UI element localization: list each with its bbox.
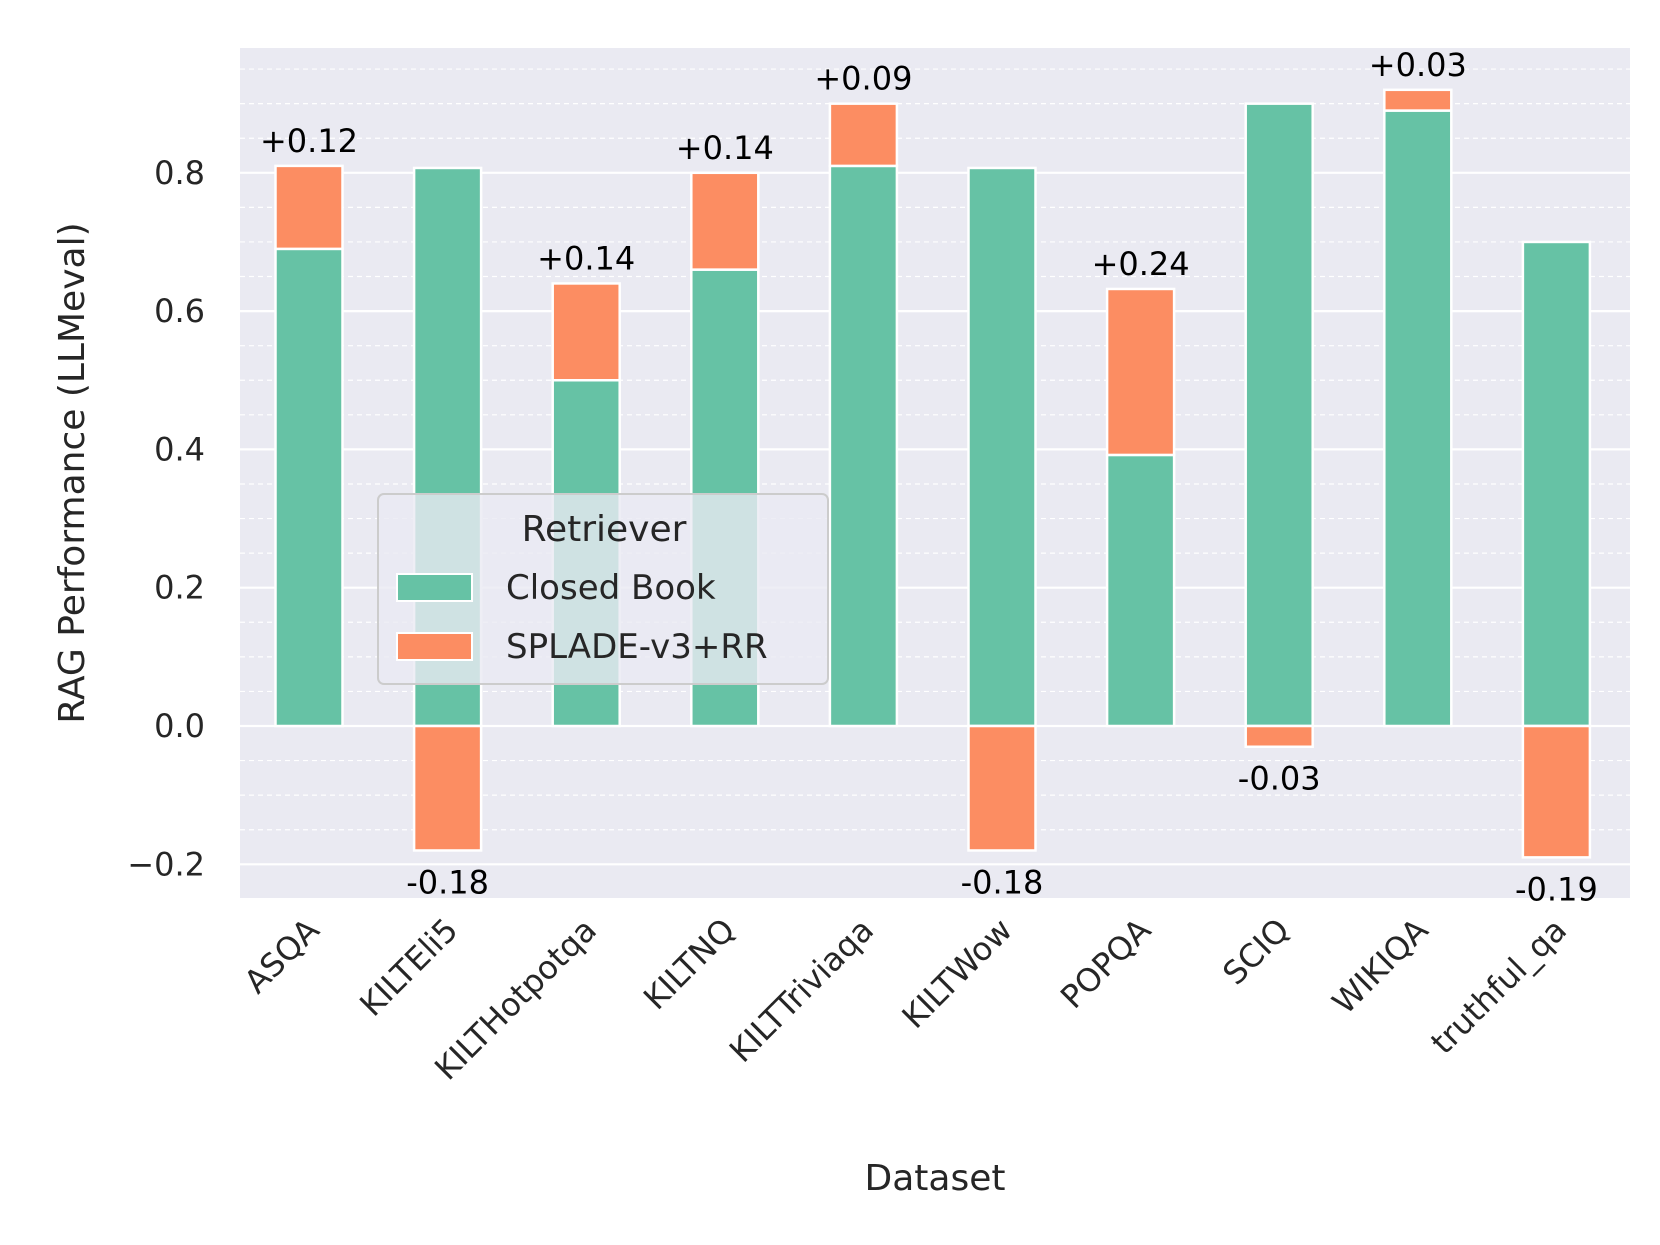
bar-closed-book — [1383, 109, 1453, 728]
data-label: +0.24 — [1092, 245, 1190, 283]
y-tick-label: 0.8 — [154, 154, 205, 192]
x-tick-label: KILTWow — [895, 911, 1020, 1036]
data-label: -0.18 — [406, 863, 489, 901]
legend-title: Retriever — [522, 509, 687, 550]
bar-splade-v3-rr — [690, 171, 760, 271]
y-tick-labels: −0.2 0.0 0.2 0.4 0.6 0.8 — [127, 154, 205, 883]
x-tick-label: KILTTriviaqa — [722, 911, 881, 1070]
legend-box — [377, 493, 829, 685]
legend-swatch-closed-book — [396, 573, 473, 602]
bar-splade-v3-rr — [967, 724, 1037, 852]
x-tick-label: ASQA — [237, 911, 327, 1001]
data-label: +0.03 — [1369, 46, 1467, 84]
y-tick-label: 0.4 — [154, 430, 205, 468]
x-tick-label: truthful_qa — [1423, 911, 1574, 1062]
data-labels: +0.12 -0.18 +0.14 +0.14 +0.09 -0.18 +0.24 -0.03… — [260, 46, 1598, 909]
bar-splade-v3-rr — [1521, 724, 1592, 859]
y-tick-label: 0.6 — [154, 292, 205, 330]
x-axis-label: Dataset — [865, 1158, 1006, 1199]
x-tick-label: WIKIQA — [1325, 911, 1436, 1022]
bar-splade-v3-rr — [274, 164, 344, 251]
data-label: +0.14 — [537, 239, 635, 277]
data-label: -0.19 — [1515, 870, 1598, 908]
bar-splade-v3-rr — [1244, 724, 1314, 748]
x-tick-label: KILTEli5 — [352, 911, 465, 1024]
data-label: +0.14 — [676, 129, 774, 167]
y-tick-label: 0.0 — [154, 707, 205, 745]
bar-closed-book — [1105, 453, 1176, 728]
legend: Retriever Closed Book SPLADE-v3+RR — [377, 493, 829, 685]
y-axis-label: RAG Performance (LLMeval) — [52, 222, 93, 723]
bar-closed-book — [274, 247, 344, 728]
legend-label-splade: SPLADE-v3+RR — [506, 627, 768, 667]
bar-closed-book — [828, 164, 899, 728]
bar-splade-v3-rr — [551, 282, 621, 382]
data-label: -0.03 — [1238, 760, 1321, 798]
bar-closed-book — [1244, 102, 1314, 728]
y-tick-label: −0.2 — [127, 845, 205, 883]
minor-grid — [240, 68, 1630, 831]
x-tick-label: KILTNQ — [636, 911, 742, 1017]
bar-splade-v3-rr — [1383, 88, 1453, 112]
bar-closed-book — [1521, 240, 1592, 728]
legend-swatch-splade — [396, 632, 473, 661]
legend-label-closed-book: Closed Book — [506, 568, 716, 608]
data-label: -0.18 — [961, 863, 1044, 901]
data-label: +0.12 — [260, 122, 358, 160]
data-label: +0.09 — [814, 60, 912, 98]
bar-splade-v3-rr — [412, 724, 483, 852]
bar-closed-book — [967, 166, 1037, 728]
y-tick-label: 0.2 — [154, 569, 205, 607]
bar-splade-v3-rr — [828, 102, 899, 168]
bar-splade-v3-rr — [1105, 287, 1176, 457]
x-tick-label: POPQA — [1053, 911, 1158, 1016]
x-tick-label: SCIQ — [1215, 911, 1297, 993]
